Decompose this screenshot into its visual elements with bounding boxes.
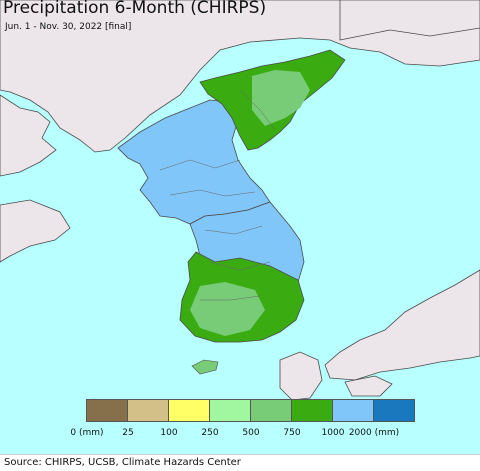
legend-swatch	[168, 400, 209, 421]
legend-swatch	[127, 400, 168, 421]
russia-primorye	[339, 0, 480, 41]
legend-swatch	[373, 400, 414, 421]
jeju-island	[191, 359, 219, 375]
legend-swatch	[291, 400, 332, 421]
source-credit: Source: CHIRPS, UCSB, Climate Hazards Ce…	[4, 457, 241, 468]
south-korea-lightgreen	[190, 282, 265, 336]
japan-shikoku	[344, 375, 393, 397]
legend-tick-label: 0 (mm)	[70, 428, 104, 438]
legend-tick-label: 100	[160, 428, 178, 438]
japan-kyushu	[279, 351, 323, 401]
footer: Source: CHIRPS, UCSB, Climate Hazards Ce…	[0, 454, 480, 471]
japan-honshu	[324, 269, 480, 381]
legend-tick-label: 1000	[321, 428, 345, 438]
legend-swatch	[250, 400, 291, 421]
legend-tick-label: 25	[122, 428, 134, 438]
legend-swatch	[209, 400, 250, 421]
map-subtitle: Jun. 1 - Nov. 30, 2022 [final]	[5, 22, 132, 32]
legend-swatch	[87, 400, 127, 421]
legend-tick-label: 500	[242, 428, 260, 438]
legend-tick-label: 2000 (mm)	[348, 428, 400, 438]
china-landmass	[0, 0, 480, 177]
map-title: Precipitation 6-Month (CHIRPS)	[3, 0, 267, 18]
color-legend	[86, 399, 415, 422]
legend-tick-label: 250	[201, 428, 219, 438]
north-korea-lightgreen	[252, 70, 310, 126]
legend-tick-label: 750	[283, 428, 301, 438]
province-boundaries	[159, 89, 276, 301]
shandong-peninsula	[0, 199, 71, 263]
legend-swatch	[332, 400, 373, 421]
